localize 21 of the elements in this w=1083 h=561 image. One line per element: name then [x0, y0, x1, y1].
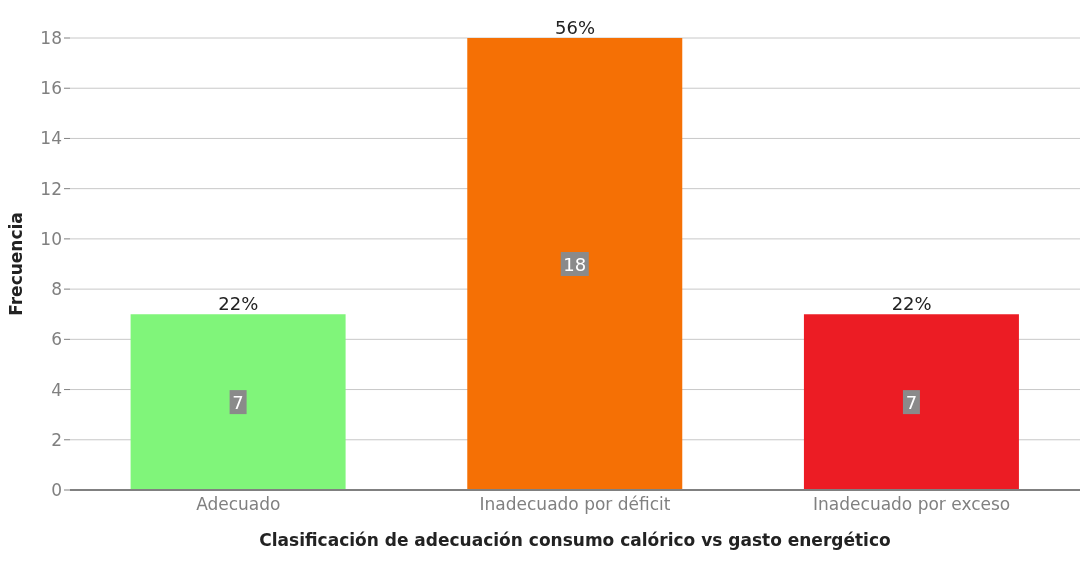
y-tick-label: 18	[40, 28, 62, 49]
data-label: 18	[563, 253, 587, 275]
annotation: 56%	[554, 17, 596, 38]
x-axis-title: Clasificación de adecuación consumo calórico vs gasto energético	[259, 530, 891, 550]
data-label: 7	[232, 391, 244, 413]
x-tick-label: Inadecuado por exceso	[813, 494, 1011, 515]
y-tick-label: 0	[51, 480, 62, 501]
y-tick-label: 6	[51, 329, 62, 350]
x-tick-label: Adecuado	[196, 494, 281, 515]
y-axis-title: Frecuencia	[6, 212, 27, 316]
y-tick-label: 4	[51, 379, 62, 400]
y-tick-label: 12	[40, 178, 62, 199]
y-tick-label: 2	[51, 429, 62, 450]
y-tick-label: 16	[40, 78, 62, 99]
annotation: 22%	[891, 293, 932, 315]
annotation: 22%	[218, 293, 259, 315]
data-label: 7	[905, 391, 918, 413]
y-tick-label: 8	[51, 279, 62, 300]
y-tick-label: 10	[40, 228, 62, 249]
y-tick-label: 14	[40, 128, 62, 149]
x-tick-label: Inadecuado por déficit	[479, 494, 671, 515]
